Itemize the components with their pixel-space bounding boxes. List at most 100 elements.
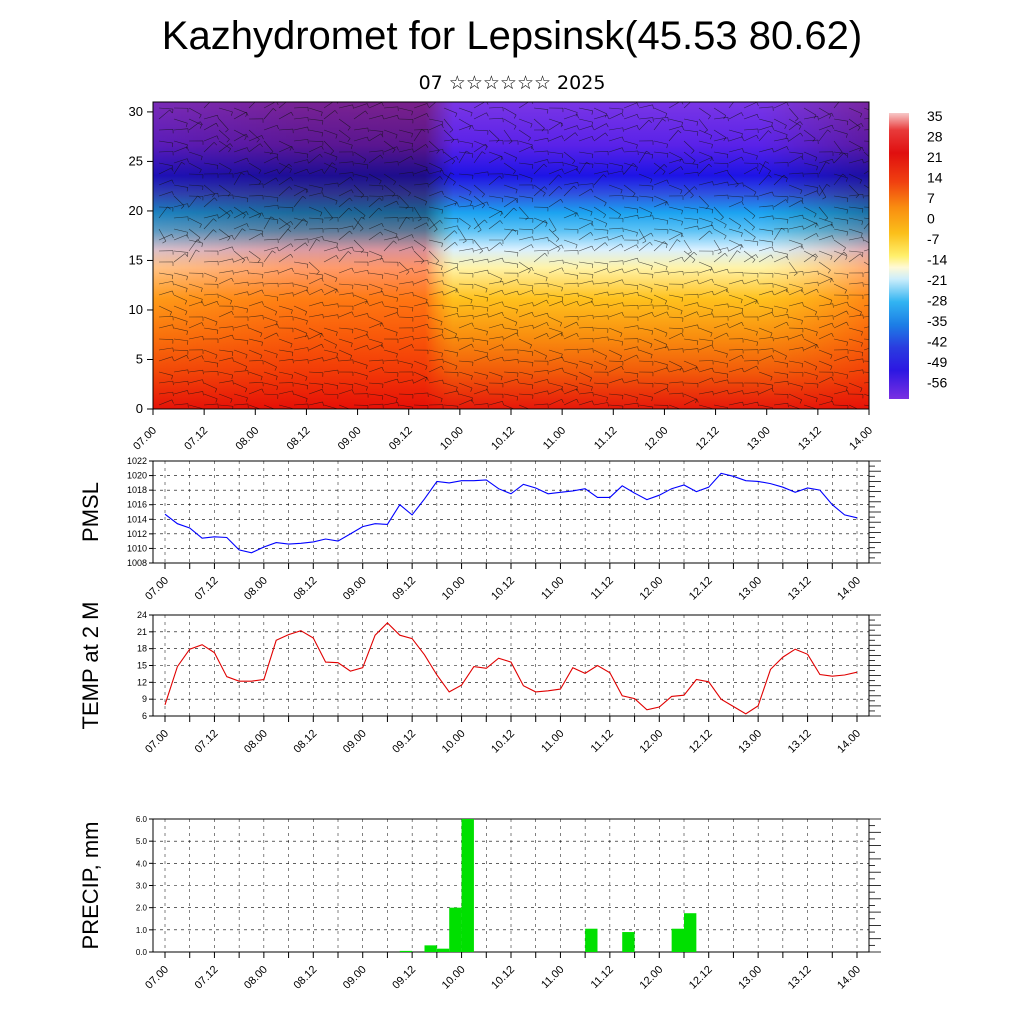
wind-barb	[278, 128, 293, 131]
wind-barb	[653, 382, 668, 385]
wind-barb	[443, 390, 458, 395]
wind-barb-flag	[832, 159, 834, 164]
wind-barb	[188, 355, 203, 362]
wind-barb-flag	[874, 269, 876, 272]
wind-barb-flag	[603, 174, 607, 178]
wind-barb	[803, 107, 817, 116]
wind-barb	[683, 279, 698, 285]
wind-barb	[353, 269, 368, 274]
wind-barb-flag	[574, 212, 577, 217]
wind-barb-flag	[681, 210, 683, 215]
wind-barb	[233, 324, 248, 329]
wind-barb	[833, 228, 848, 233]
wind-barb-flag	[650, 179, 653, 184]
wind-barb	[608, 235, 623, 241]
wind-barb	[398, 246, 413, 252]
wind-barb-flag	[486, 102, 489, 105]
precip-bar	[449, 907, 462, 952]
wind-barb-flag	[756, 102, 759, 107]
wind-barb-flag	[727, 379, 729, 384]
wind-barb-flag	[681, 257, 684, 262]
wind-barb-flag	[500, 210, 504, 215]
wind-barb	[398, 206, 413, 208]
wind-barb-flag	[349, 355, 353, 360]
wind-barb	[233, 170, 248, 175]
wind-barb	[158, 206, 168, 219]
wind-barb	[293, 272, 308, 276]
wind-barb	[203, 327, 218, 331]
wind-barb	[158, 107, 173, 110]
wind-barb	[293, 168, 308, 175]
wind-barb-flag	[651, 397, 653, 402]
wind-barb-flag	[605, 132, 608, 137]
wind-barb-flag	[277, 323, 279, 328]
wind-barb	[428, 280, 443, 285]
wind-barb	[773, 402, 788, 406]
wind-barb	[563, 125, 578, 131]
wind-barb	[803, 129, 816, 139]
wind-barb-flag	[290, 243, 294, 248]
wind-barb-flag	[499, 175, 503, 180]
wind-barb-flag	[688, 251, 692, 255]
wind-barb	[623, 257, 638, 263]
wind-barb	[248, 129, 260, 140]
wind-barb	[533, 184, 546, 194]
heatmap-x-tick-label: 11.12	[592, 425, 619, 452]
wind-barb	[533, 159, 548, 164]
wind-barb	[803, 393, 818, 399]
wind-barb-flag	[228, 148, 231, 153]
wind-barb	[803, 250, 817, 258]
wind-barb	[413, 392, 428, 395]
y-tick-label: 1016	[127, 500, 147, 510]
wind-barb	[308, 401, 323, 406]
wind-barb-flag	[261, 233, 264, 238]
wind-barb-flag	[607, 114, 609, 119]
wind-barb	[698, 377, 713, 384]
wind-barb	[323, 162, 333, 175]
wind-barb-flag	[622, 170, 624, 175]
wind-barb-flag	[827, 269, 831, 274]
wind-barb-flag	[815, 331, 818, 336]
wind-barb-flag	[229, 169, 232, 174]
wind-barb	[188, 162, 202, 170]
wind-barb-flag	[352, 389, 354, 394]
wind-barb-flag	[562, 356, 564, 361]
wind-barb-flag	[532, 351, 534, 356]
wind-barb	[248, 327, 263, 334]
heatmap-x-tick-label: 07.00	[131, 425, 159, 453]
wind-barb	[623, 371, 638, 374]
wind-barb	[638, 184, 653, 187]
wind-barb	[488, 257, 503, 263]
wind-barb	[518, 217, 533, 219]
wind-barb-flag	[622, 127, 624, 132]
wind-barb	[353, 151, 367, 160]
wind-barb	[518, 312, 533, 318]
wind-barb-flag	[487, 269, 489, 275]
wind-barb	[788, 184, 803, 191]
y-tick-label: 6	[142, 711, 147, 721]
wind-barb	[563, 181, 578, 186]
wind-barb	[578, 232, 591, 241]
wind-barb-flag	[181, 161, 186, 165]
wind-barb-flag	[381, 102, 384, 107]
precip-bar	[399, 950, 413, 952]
wind-barb	[863, 107, 869, 111]
wind-barb	[638, 206, 652, 214]
wind-barb-flag	[606, 123, 609, 128]
wind-barb	[758, 348, 773, 351]
wind-barb-flag	[290, 254, 294, 258]
wind-barb	[593, 242, 606, 252]
wind-barb-flag	[843, 152, 847, 156]
wind-barb-flag	[622, 378, 624, 383]
wind-barb-flag	[577, 182, 579, 187]
wind-barb	[503, 279, 518, 285]
wind-barb	[593, 228, 608, 231]
wind-barb-flag	[227, 237, 231, 241]
wind-barb-flag	[276, 154, 279, 159]
wind-barb	[413, 269, 428, 274]
wind-barb-flag	[259, 98, 262, 101]
wind-barb	[308, 107, 323, 113]
wind-barb-flag	[499, 220, 503, 224]
wind-barb	[758, 130, 769, 142]
wind-barb	[158, 316, 173, 318]
